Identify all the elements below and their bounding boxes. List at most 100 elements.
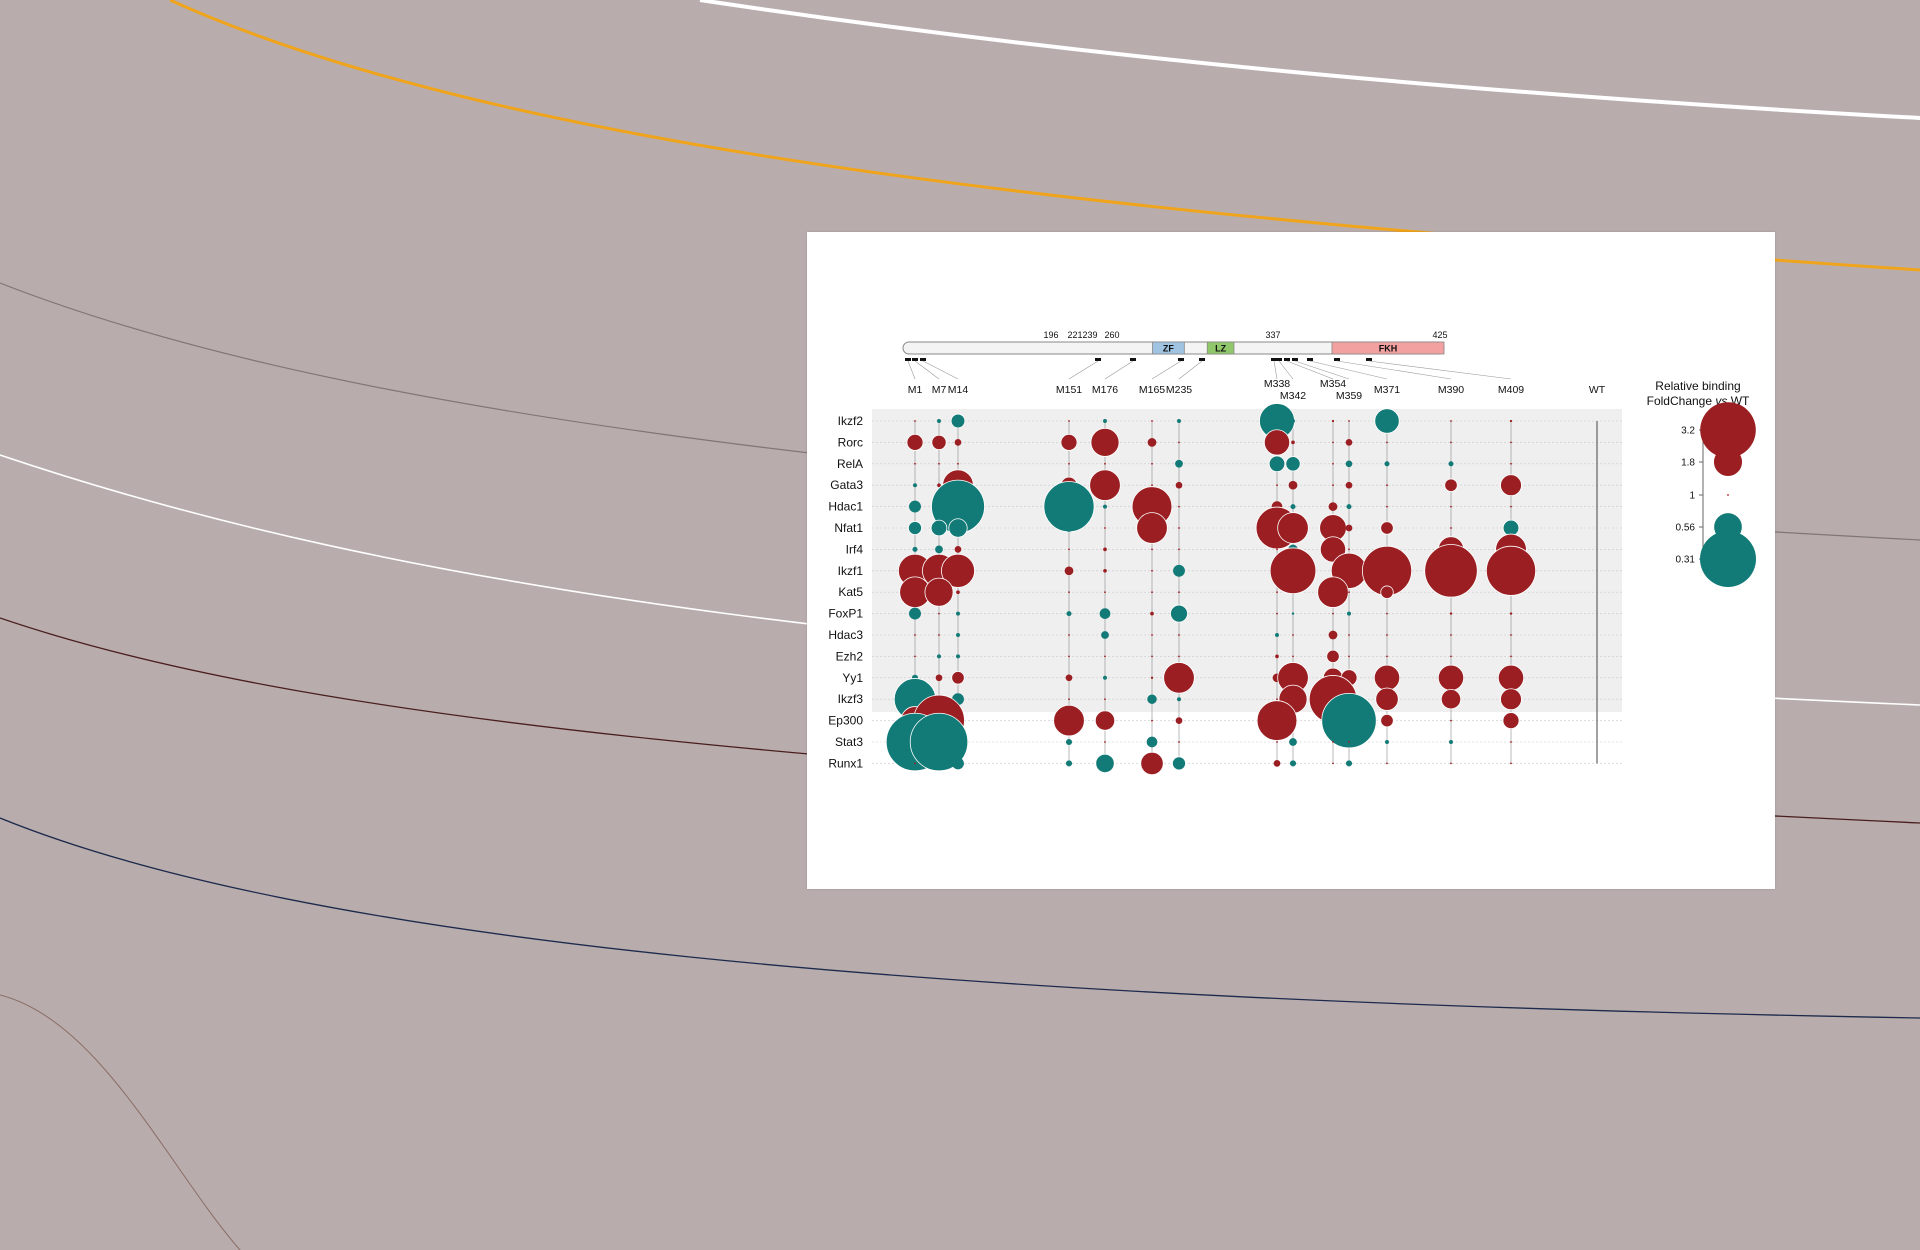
- bubble: [1385, 740, 1389, 744]
- bubble: [914, 762, 916, 765]
- bubble: [930, 519, 948, 537]
- bubble: [1103, 504, 1107, 509]
- bubble: [1384, 461, 1390, 467]
- bubble: [1065, 738, 1073, 746]
- mutation-connector: [922, 360, 959, 380]
- bubble: [1104, 462, 1106, 465]
- bubble: [1089, 469, 1121, 501]
- bubble: [1292, 719, 1294, 722]
- legend-label: 3.2: [1681, 426, 1695, 437]
- bubble: [1053, 704, 1085, 737]
- bubble: [1094, 710, 1116, 731]
- bubble: [941, 553, 975, 588]
- bubble: [1332, 741, 1334, 743]
- bubble: [1060, 433, 1078, 451]
- position-tick-label: 337: [1265, 330, 1280, 340]
- bubble: [914, 420, 916, 422]
- bubble: [1485, 545, 1537, 596]
- column-header-m14: M14: [948, 384, 969, 396]
- bubble: [938, 612, 940, 615]
- bubble: [1104, 591, 1106, 594]
- bubble: [1450, 505, 1452, 508]
- bubble: [956, 611, 960, 616]
- bubble: [1380, 713, 1394, 728]
- bubble: [1150, 676, 1154, 679]
- bubble: [1276, 484, 1278, 487]
- bubble: [1510, 462, 1512, 465]
- bubble: [1275, 633, 1279, 637]
- legend: Relative binding FoldChange vs WT 3.21.8…: [1647, 379, 1756, 587]
- bubble: [1386, 612, 1388, 615]
- mutation-connector: [1309, 360, 1388, 380]
- row-label-kat5: Kat5: [838, 585, 863, 599]
- row-label-yy1: Yy1: [842, 671, 863, 685]
- bubbles: [885, 403, 1537, 776]
- bubble: [1095, 753, 1115, 774]
- column-header-m342: M342: [1280, 390, 1306, 402]
- mutation-connector: [1273, 360, 1278, 380]
- bubble: [1348, 420, 1350, 422]
- mutation-connector: [1336, 360, 1452, 380]
- bubble: [1163, 662, 1195, 694]
- bubble: [1273, 760, 1281, 767]
- bubble: [935, 760, 943, 767]
- bubble: [1450, 591, 1452, 594]
- bubble: [1450, 441, 1452, 444]
- bubble: [1510, 741, 1512, 743]
- bubble: [1065, 524, 1073, 532]
- mutation-mark: [1178, 358, 1184, 361]
- mutation-mark: [912, 358, 918, 361]
- mutation-connector: [1286, 360, 1334, 380]
- bubble: [912, 546, 918, 552]
- bubble: [1345, 439, 1353, 446]
- domain-zf: [1152, 341, 1185, 355]
- bubble: [1380, 585, 1394, 599]
- bubble: [1291, 612, 1295, 615]
- column-header-m409: M409: [1498, 384, 1524, 396]
- column-header-m165: M165: [1139, 384, 1165, 396]
- bubble: [914, 634, 916, 636]
- bubble: [1450, 420, 1452, 422]
- bubble: [909, 712, 969, 772]
- column-header-m7: M7: [932, 384, 947, 396]
- bubble: [914, 462, 916, 465]
- bubble: [956, 654, 960, 659]
- bubble: [1321, 692, 1377, 749]
- bubble: [1449, 612, 1453, 615]
- bubble: [1290, 504, 1296, 510]
- bubble: [952, 757, 964, 770]
- mutation-mark: [920, 358, 926, 361]
- bubble: [1450, 655, 1452, 658]
- mutation-mark: [1334, 358, 1340, 361]
- row-label-foxp1: FoxP1: [828, 607, 863, 621]
- bubble: [956, 633, 960, 637]
- bubble: [1147, 438, 1157, 447]
- bubble: [1068, 698, 1070, 701]
- bubble: [1068, 420, 1070, 422]
- bubble: [1064, 566, 1074, 576]
- bubble: [1345, 760, 1353, 767]
- column-header-m359: M359: [1336, 390, 1362, 402]
- bubble: [1178, 548, 1180, 551]
- bubble: [1277, 512, 1309, 544]
- mutation-mark: [1199, 358, 1205, 361]
- bubble: [913, 483, 917, 488]
- bubble: [1276, 698, 1278, 701]
- bubble: [1345, 481, 1353, 489]
- row-label-ikzf3: Ikzf3: [838, 692, 864, 706]
- bubble: [1177, 697, 1181, 702]
- bubble: [1440, 689, 1462, 710]
- mutation-mark: [1130, 358, 1136, 361]
- bubble: [1175, 481, 1183, 489]
- bubble: [1374, 408, 1400, 434]
- mutation-mark: [1284, 358, 1290, 361]
- bubble: [1104, 527, 1106, 529]
- bubble: [1170, 604, 1188, 623]
- mutation-mark: [1366, 358, 1372, 361]
- mutation-mark: [1292, 358, 1298, 361]
- bubble: [1450, 719, 1452, 722]
- bubble: [1103, 419, 1107, 423]
- mutation-connector: [907, 360, 916, 380]
- bubble: [1289, 760, 1297, 767]
- row-label-ep300: Ep300: [828, 714, 863, 728]
